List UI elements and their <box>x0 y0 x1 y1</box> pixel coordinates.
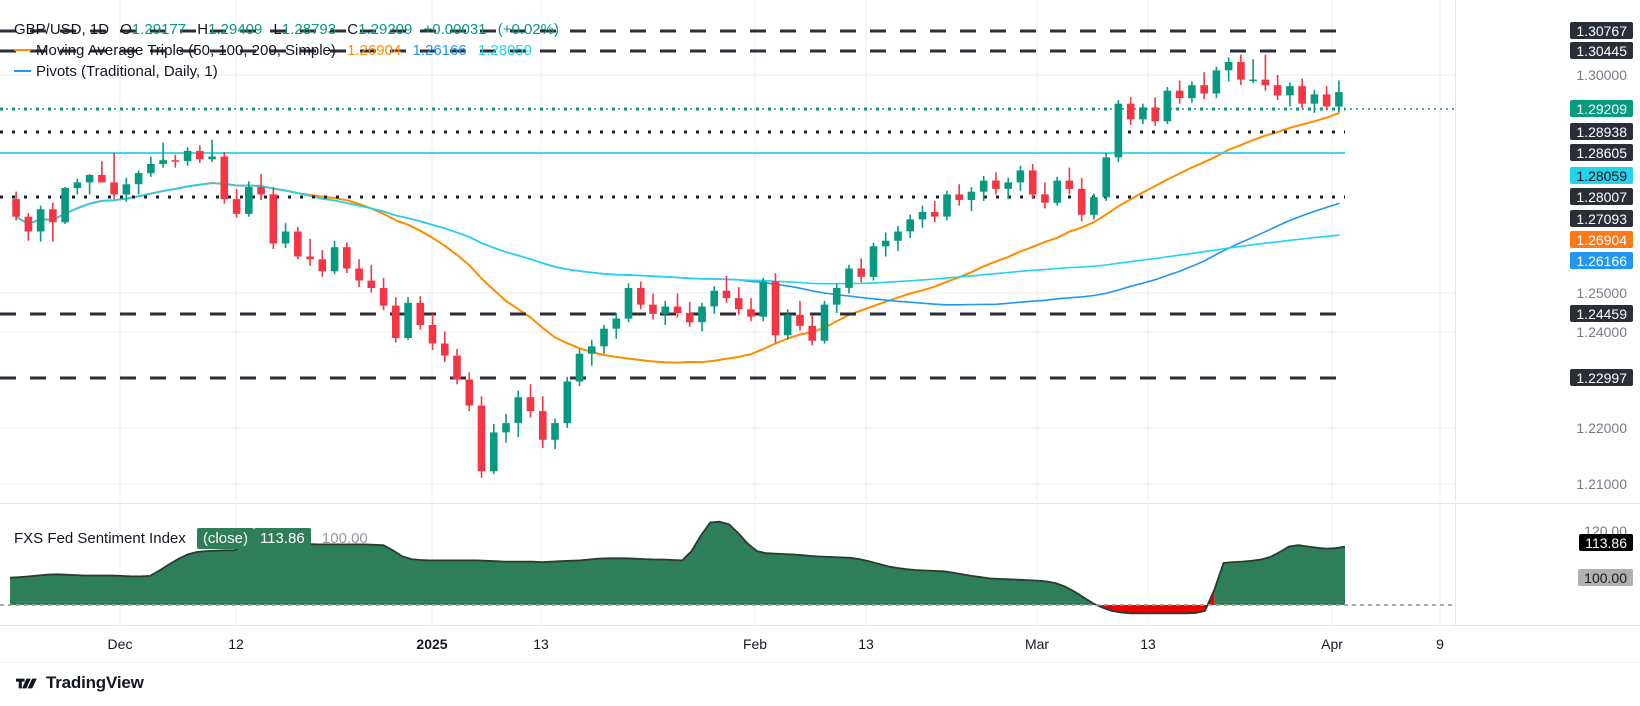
sentiment-axis-label: 113.86 <box>1579 534 1633 551</box>
price-chart-pane[interactable] <box>0 0 1455 500</box>
pivots-title[interactable]: Pivots (Traditional, Daily, 1) <box>36 63 218 80</box>
pivots-color-swatch-icon <box>14 69 31 72</box>
symbol-label[interactable]: GBP/USD, 1D <box>14 21 110 38</box>
change-percent: (+0.02%) <box>497 21 559 38</box>
tradingview-wordmark: TradingView <box>46 673 144 692</box>
ma50-value: 1.26904 <box>347 42 402 59</box>
price-axis-label: 1.30767 <box>1570 22 1633 39</box>
tradingview-mark-icon <box>16 678 37 688</box>
price-axis-label: 1.29209 <box>1570 100 1633 117</box>
chart-legend-quote: GBP/USD, 1D O1.29177 H1.29409 L1.28793 C… <box>14 20 559 39</box>
price-scale[interactable]: 1.30767 1.30445 1.30000 1.29209 1.28938 1.286… <box>1455 0 1640 500</box>
price-chart-canvas <box>0 0 1455 500</box>
chart-legend-moving-average[interactable]: Moving Average Triple (50, 100, 200, Sim… <box>14 41 532 60</box>
change-absolute: +0.00031 <box>423 21 487 38</box>
price-axis-label: 1.28938 <box>1570 123 1633 140</box>
indicator-legend-sentiment[interactable]: FXS Fed Sentiment Index (close) 113.86 10… <box>14 528 368 549</box>
time-axis-label: Mar <box>1024 636 1050 652</box>
close-label: C <box>347 21 359 38</box>
sentiment-title[interactable]: FXS Fed Sentiment Index <box>14 530 186 547</box>
open-label: O <box>120 21 132 38</box>
price-axis-label: 1.26904 <box>1570 231 1633 248</box>
time-scale[interactable]: Dec 12 2025 13 Feb 13 Mar 13 Apr 9 <box>0 625 1640 663</box>
price-axis-label: 1.25000 <box>1576 285 1627 301</box>
price-axis-label: 1.22000 <box>1576 420 1627 436</box>
time-axis-label: 13 <box>533 636 549 652</box>
time-axis-label: 9 <box>1436 636 1444 652</box>
time-axis-label: Feb <box>742 636 768 652</box>
time-axis-label: Dec <box>107 636 133 652</box>
price-axis-label: 1.28059 <box>1570 167 1633 184</box>
price-axis-label: 1.30000 <box>1576 67 1627 83</box>
price-axis-label: 1.24459 <box>1570 305 1633 322</box>
price-axis-label: 1.21000 <box>1576 476 1627 492</box>
price-axis-label: 1.26166 <box>1570 252 1633 269</box>
price-axis-label: 1.27093 <box>1570 210 1633 227</box>
ma-title[interactable]: Moving Average Triple (50, 100, 200, Sim… <box>36 42 336 59</box>
sentiment-value: 113.86 <box>253 528 311 549</box>
sentiment-baseline-value: 100.00 <box>321 530 368 547</box>
time-axis-label: 2025 <box>416 636 448 652</box>
open-value: 1.29177 <box>131 21 187 38</box>
ma100-value: 1.26166 <box>412 42 467 59</box>
price-axis-label: 1.28605 <box>1570 144 1633 161</box>
chart-legend-pivots[interactable]: Pivots (Traditional, Daily, 1) <box>14 62 218 81</box>
tradingview-logo[interactable]: TradingView <box>16 673 144 693</box>
time-axis-label: 12 <box>228 636 244 652</box>
low-value: 1.28793 <box>281 21 337 38</box>
time-axis-label: Apr <box>1321 636 1343 652</box>
price-axis-label: 1.22997 <box>1570 369 1633 386</box>
sentiment-source: (close) <box>196 528 254 549</box>
price-axis-label: 1.30445 <box>1570 42 1633 59</box>
high-label: H <box>197 21 209 38</box>
high-value: 1.29409 <box>208 21 263 38</box>
time-axis-label: 13 <box>858 636 874 652</box>
price-axis-label: 1.24000 <box>1576 324 1627 340</box>
ma-color-swatch-icon <box>14 48 31 51</box>
sentiment-axis-label: 100.00 <box>1578 569 1633 586</box>
low-label: L <box>273 21 282 38</box>
ma200-value: 1.28059 <box>477 42 533 59</box>
sentiment-scale[interactable]: 120.00 113.86 100.00 <box>1455 503 1640 626</box>
close-value: 1.29209 <box>358 21 413 38</box>
chart-footer: TradingView <box>0 662 1640 706</box>
time-axis-label: 13 <box>1140 636 1156 652</box>
sentiment-indicator-pane[interactable] <box>0 503 1455 626</box>
price-axis-label: 1.28007 <box>1570 188 1633 205</box>
sentiment-chart-canvas <box>0 504 1455 626</box>
